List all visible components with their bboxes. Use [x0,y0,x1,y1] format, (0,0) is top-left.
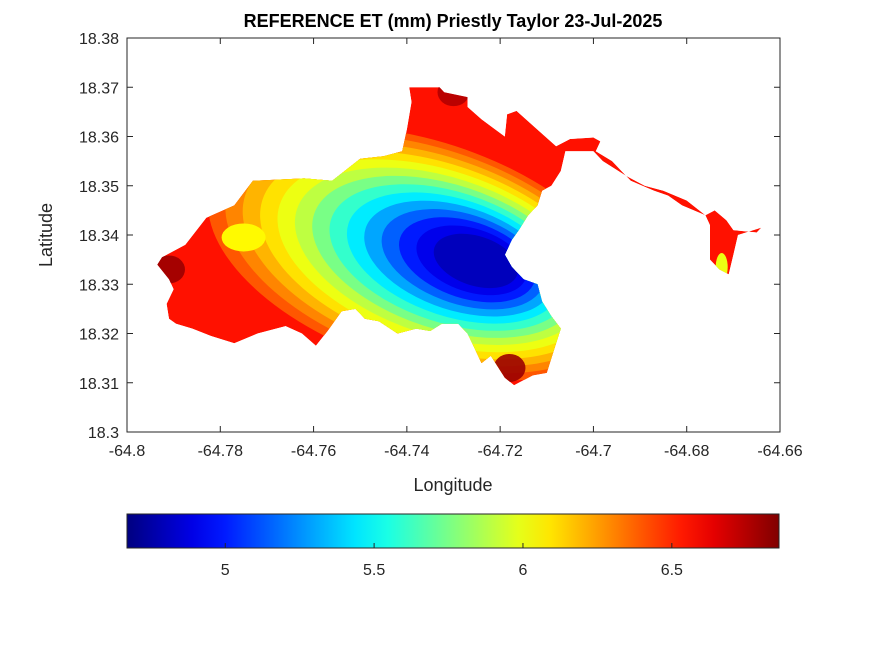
y-tick-label: 18.34 [79,228,119,245]
y-tick-label: 18.32 [79,327,119,344]
colorbar-tick-label: 5 [221,562,230,579]
y-tick-label: 18.31 [79,376,119,393]
colorbar-tick-label: 6 [519,562,528,579]
colorbar: 5 5.5 6 6.5 [126,513,780,579]
y-tick-label: 18.3 [88,425,119,442]
x-tick-label: -64.68 [664,443,709,460]
chart-title: REFERENCE ET (mm) Priestly Taylor 23-Jul… [244,11,663,31]
x-tick-label: -64.7 [575,443,612,460]
axes-box [126,37,781,433]
colorbar-tick-label: 5.5 [363,562,385,579]
x-tick-label: -64.76 [291,443,336,460]
x-tick-label: -64.66 [757,443,802,460]
y-tick-label: 18.38 [79,31,119,48]
x-tick-label: -64.78 [198,443,243,460]
field-contour-4_8 [433,233,519,289]
x-tick-label: -64.8 [109,443,146,460]
y-tick-label: 18.36 [79,130,119,147]
y-tick-label: 18.35 [79,179,119,196]
colorbar-tick-label: 6.5 [661,562,683,579]
x-tick-label: -64.74 [384,443,429,460]
y-axis-ticks: 18.3 18.31 18.32 18.33 18.34 18.35 18.36 18.37 1… [79,31,780,442]
x-axis-label: Longitude [413,475,492,495]
y-tick-label: 18.37 [79,80,119,97]
colorbar-ticks: 5 5.5 6 6.5 [221,543,683,579]
colorbar-gradient [126,513,780,549]
x-axis-ticks: -64.8 -64.78 -64.76 -64.74 -64.72 -64.7 -64.68… [109,38,803,460]
heatmap-field [157,87,762,386]
y-tick-label: 18.33 [79,277,119,294]
plot-area: -64.8 -64.78 -64.76 -64.74 -64.72 -64.7 -64.68… [79,31,803,460]
x-tick-label: -64.72 [477,443,522,460]
field-west-patch [221,223,266,252]
y-axis-label: Latitude [36,203,56,267]
